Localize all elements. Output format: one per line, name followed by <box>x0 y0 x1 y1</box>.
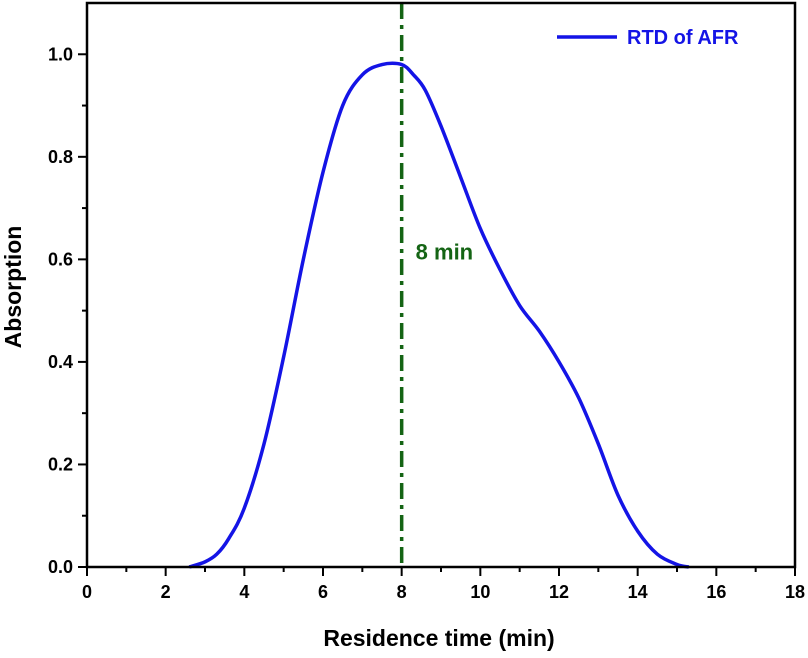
legend-label: RTD of AFR <box>627 27 739 49</box>
x-tick-label: 12 <box>549 582 569 602</box>
series-line-rtd <box>188 61 690 569</box>
x-tick-label: 10 <box>470 582 490 602</box>
y-tick-label: 0.0 <box>48 557 73 577</box>
y-tick-label: 0.4 <box>48 352 73 372</box>
y-tick-label: 0.2 <box>48 454 73 474</box>
y-tick-label: 1.0 <box>48 44 73 64</box>
x-axis-title: Residence time (min) <box>323 625 554 651</box>
y-axis-title: Absorption <box>0 226 26 349</box>
legend: RTD of AFR <box>557 27 739 49</box>
x-tick-label: 6 <box>318 582 328 602</box>
y-tick-label: 0.6 <box>48 249 73 269</box>
axis-ticks <box>78 53 796 576</box>
x-tick-label: 18 <box>785 582 805 602</box>
annotation-label: 8 min <box>416 239 473 264</box>
x-tick-label: 2 <box>161 582 171 602</box>
x-tick-label: 16 <box>706 582 726 602</box>
x-tick-label: 0 <box>82 582 92 602</box>
series-layer <box>188 61 690 569</box>
x-tick-label: 8 <box>397 582 407 602</box>
x-tick-label: 4 <box>239 582 249 602</box>
plot-frame <box>85 1 797 569</box>
tick-labels: 0 2 4 6 8 10 12 14 16 18 0.0 0.2 0.4 0.6 0.8 1.0 <box>48 44 805 602</box>
x-tick-label: 14 <box>628 582 648 602</box>
y-tick-label: 0.8 <box>48 147 73 167</box>
